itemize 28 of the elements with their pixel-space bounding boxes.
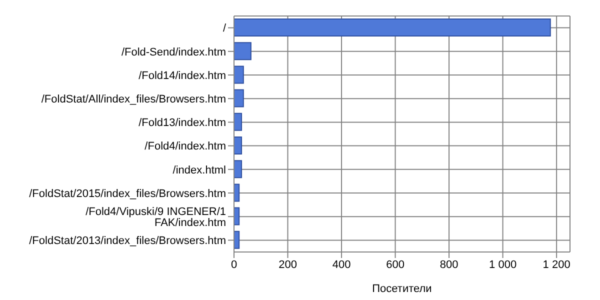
- x-axis-title: Посетители: [372, 283, 432, 295]
- bar: [234, 42, 252, 60]
- bar: [234, 207, 240, 226]
- y-tick-label: /Fold4/index.htm: [144, 140, 226, 153]
- y-tick-label: /Fold-Send/index.htm: [121, 46, 226, 58]
- bar: [234, 160, 242, 178]
- x-tick-label: 1 200: [542, 258, 570, 271]
- bar: [234, 66, 244, 84]
- y-tick-label: /: [222, 22, 227, 35]
- bar: [234, 230, 240, 249]
- x-tick-label: 800: [440, 258, 458, 271]
- x-tick-label: 1 000: [489, 258, 517, 271]
- y-tick-label: /FoldStat/2013/index_files/Browsers.htm: [29, 235, 226, 248]
- y-tick-label: /index.html: [172, 164, 226, 176]
- bar: [234, 18, 551, 36]
- y-tick-label: /Fold4/Vipuski/9 INGENER/1 FAK/index.htm: [86, 206, 226, 230]
- x-tick-label: 0: [230, 258, 238, 271]
- x-tick-label: 200: [278, 258, 297, 271]
- x-tick-label: 400: [332, 258, 351, 271]
- bar: [234, 136, 242, 154]
- y-tick-label: /Fold13/index.htm: [138, 117, 226, 130]
- y-tick-label: /FoldStat/2015/index_files/Browsers.htm: [29, 188, 226, 200]
- y-tick-label: /FoldStat/All/index_files/Browsers.htm: [41, 94, 226, 106]
- y-tick-label: /Fold14/index.htm: [138, 70, 226, 82]
- bar: [234, 184, 240, 202]
- bar: [234, 89, 244, 108]
- x-tick-label: 600: [386, 258, 404, 271]
- bar: [234, 112, 242, 131]
